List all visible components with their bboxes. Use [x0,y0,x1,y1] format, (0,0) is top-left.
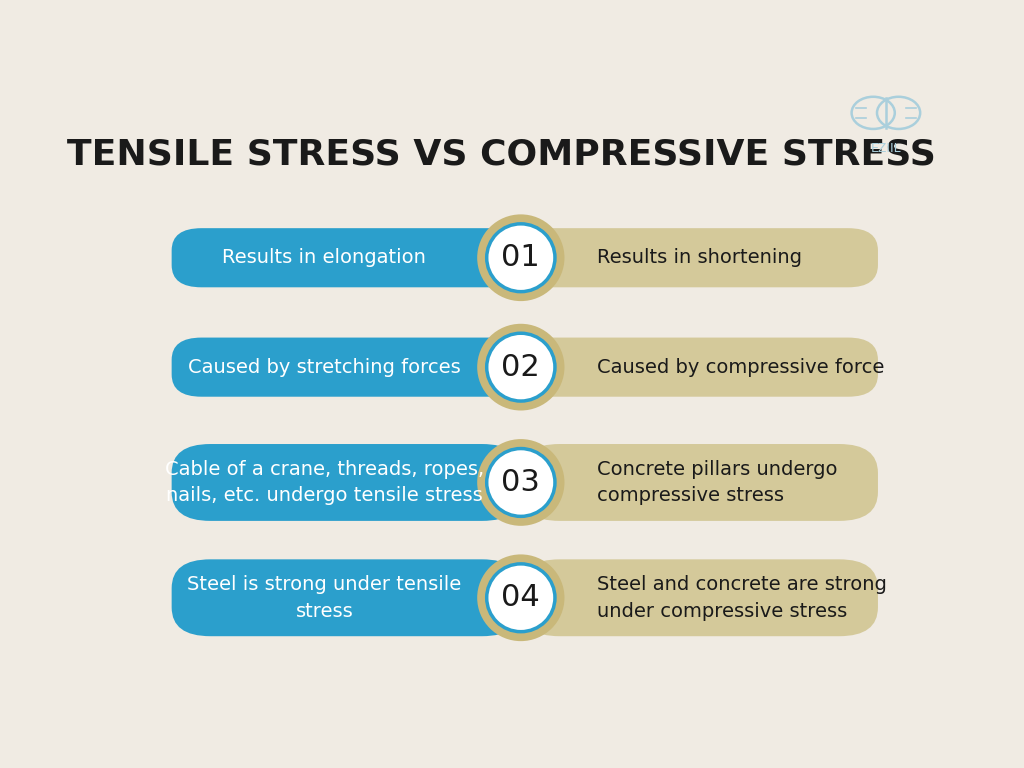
FancyBboxPatch shape [521,559,878,636]
Ellipse shape [486,223,555,292]
Ellipse shape [486,449,555,516]
Text: Results in shortening: Results in shortening [597,248,802,267]
FancyBboxPatch shape [521,228,878,287]
Text: Cable of a crane, threads, ropes,
nails, etc. undergo tensile stress: Cable of a crane, threads, ropes, nails,… [165,460,484,505]
Ellipse shape [486,564,555,631]
Ellipse shape [477,554,564,641]
Text: Results in elongation: Results in elongation [222,248,426,267]
FancyBboxPatch shape [521,444,878,521]
Ellipse shape [477,439,564,526]
FancyBboxPatch shape [172,228,521,287]
Text: Caused by stretching forces: Caused by stretching forces [188,358,461,376]
FancyBboxPatch shape [172,559,521,636]
Text: TENSILE STRESS VS COMPRESSIVE STRESS: TENSILE STRESS VS COMPRESSIVE STRESS [67,137,936,171]
FancyBboxPatch shape [172,444,521,521]
Text: Steel is strong under tensile
stress: Steel is strong under tensile stress [187,575,462,621]
Text: Steel and concrete are strong
under compressive stress: Steel and concrete are strong under comp… [597,575,887,621]
Ellipse shape [486,333,555,401]
Text: Caused by compressive force: Caused by compressive force [597,358,885,376]
Text: 02: 02 [502,353,541,382]
Text: 04: 04 [502,583,541,612]
Text: Concrete pillars undergo
compressive stress: Concrete pillars undergo compressive str… [597,460,838,505]
Ellipse shape [477,214,564,301]
Text: 03: 03 [502,468,541,497]
Text: 01: 01 [502,243,541,272]
FancyBboxPatch shape [172,338,521,397]
FancyBboxPatch shape [521,338,878,397]
Text: EZIIL: EZIIL [870,142,901,155]
Ellipse shape [477,324,564,411]
